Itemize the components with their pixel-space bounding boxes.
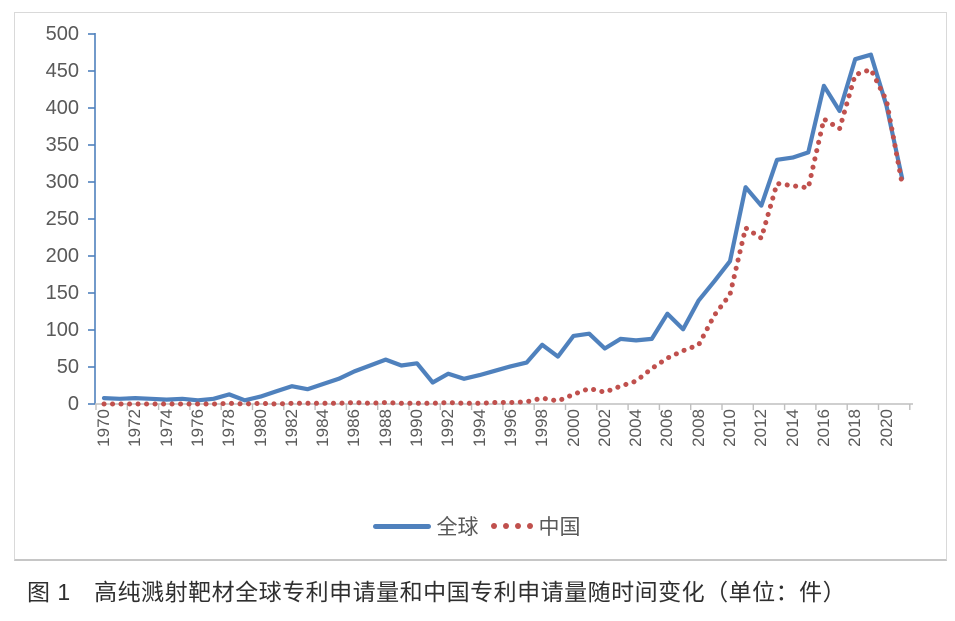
- y-axis-label: 100: [45, 319, 79, 341]
- y-axis-label: 300: [45, 171, 79, 193]
- legend-label-china: 中国: [538, 516, 581, 539]
- x-axis-label: 1990: [407, 409, 426, 447]
- x-axis-label: 1996: [500, 409, 520, 447]
- x-axis-label: 1976: [187, 409, 207, 447]
- y-axis-label: 200: [45, 245, 79, 267]
- global-line-swatch: [372, 523, 431, 529]
- x-axis-label: 1972: [125, 409, 145, 447]
- china-dot: [514, 523, 521, 529]
- x-axis-label: 1974: [156, 409, 176, 447]
- y-axis-label: 350: [45, 134, 79, 156]
- x-axis-label: 2006: [657, 409, 677, 447]
- x-axis-label: 2018: [845, 409, 865, 447]
- x-axis-label: 1984: [313, 409, 333, 447]
- y-axis-label: 250: [45, 208, 79, 230]
- global-series-line: [101, 52, 905, 403]
- y-axis-label: 400: [45, 97, 79, 119]
- china-dot: [526, 523, 533, 529]
- y-axis-label: 0: [67, 393, 79, 415]
- y-axis-label: 50: [56, 356, 79, 378]
- y-axis-label: 500: [45, 23, 79, 45]
- x-axis-label: 2020: [876, 409, 896, 447]
- x-axis-label: 1992: [438, 409, 458, 447]
- chart-svg: [88, 33, 913, 410]
- legend-label-global: 全球: [436, 516, 479, 539]
- x-axis-label: 2012: [751, 409, 771, 447]
- x-axis-label: 2016: [813, 409, 833, 447]
- x-axis-label: 1982: [281, 409, 301, 447]
- chart-frame: 0 50 100 150 200 250 300 350 400 450 500 1970 1972 19…: [14, 12, 947, 561]
- x-axis-label: 2010: [720, 409, 739, 447]
- figure-caption: 图 1 高纯溅射靶材全球专利申请量和中国专利申请量随时间变化（单位：件）: [27, 579, 847, 605]
- x-axis-label: 1980: [250, 409, 270, 447]
- china-series-line: [101, 67, 905, 407]
- x-axis-label: 2014: [782, 409, 802, 447]
- x-axis-label: 1994: [469, 409, 489, 447]
- china-dot: [502, 523, 509, 529]
- y-axis-label: 450: [45, 60, 79, 82]
- x-axis-label: 1986: [344, 409, 364, 447]
- x-axis-label: 2002: [594, 409, 614, 447]
- x-axis-label: 1988: [375, 409, 395, 447]
- x-axis-label: 2008: [688, 409, 708, 447]
- x-axis-label: 2000: [563, 409, 583, 447]
- y-axis-label: 150: [45, 282, 79, 304]
- x-axis-label: 2004: [626, 409, 646, 447]
- china-dots-swatch: [490, 523, 533, 529]
- x-axis-label: 1998: [532, 409, 552, 447]
- x-axis-label: 1970: [94, 409, 113, 447]
- chart-legend: 全球 中国: [15, 511, 946, 541]
- x-axis-label: 1978: [219, 409, 239, 447]
- china-dot: [490, 523, 497, 529]
